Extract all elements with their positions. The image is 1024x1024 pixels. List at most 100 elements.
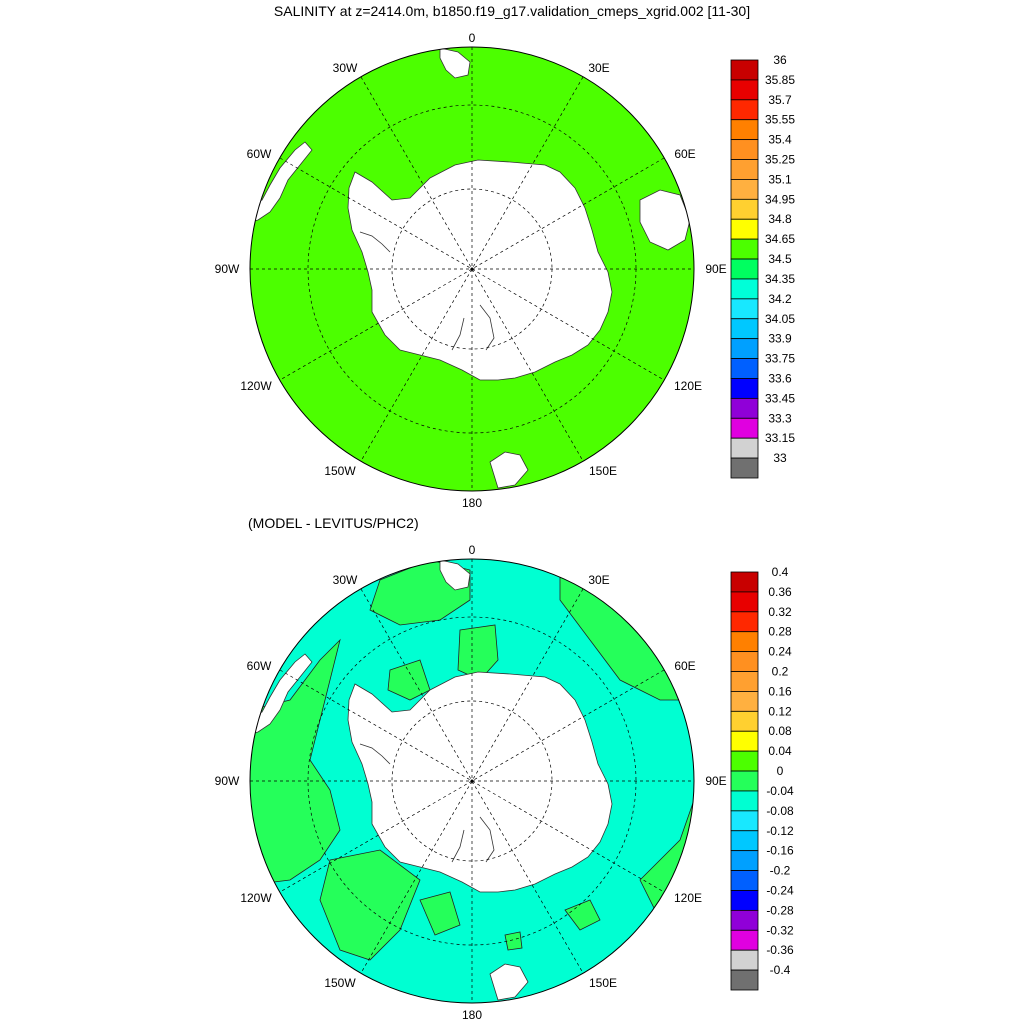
salinity-colorbar-label: 35.1: [768, 172, 792, 186]
difference-colorbar-label: -0.08: [766, 804, 794, 818]
difference-colorbar-box: [730, 671, 759, 692]
difference-colorbar-box: [730, 909, 759, 931]
salinity-colorbar-box: [730, 397, 759, 419]
salinity-colorbar-label: 33.9: [768, 332, 792, 346]
salinity-colorbar-label: 34.65: [765, 232, 795, 246]
difference-colorbar-box: [730, 870, 759, 891]
difference-colorbar-box: [730, 770, 759, 792]
salinity-colorbar-box: [730, 218, 759, 240]
salinity-colorbar-label: 35.4: [768, 133, 792, 147]
salinity-colorbar-label: 34.8: [768, 212, 792, 226]
lon-label-0-top: 0: [469, 31, 476, 45]
south-america-land: [250, 653, 313, 735]
salinity-colorbar-box: [730, 318, 759, 340]
salinity-colorbar-box: [730, 378, 759, 399]
salinity-colorbar-box: [730, 437, 759, 459]
difference-colorbar-box: [730, 850, 759, 871]
salinity-colorbar-label: 34.95: [765, 192, 795, 206]
salinity-colorbar-box: [730, 198, 759, 220]
salinity-colorbar-label: 33.3: [768, 411, 792, 425]
salinity-colorbar-label: 36: [773, 53, 787, 67]
salinity-colorbar-label: 33.15: [765, 431, 795, 445]
lon-label-150e-top: 150E: [589, 464, 617, 478]
lon-label-120e-top: 120E: [674, 379, 702, 393]
new-zealand-land: [489, 451, 529, 489]
salinity-colorbar-box: [730, 99, 759, 121]
difference-colorbar-label: -0.2: [770, 864, 791, 878]
difference-colorbar-box: [730, 710, 759, 732]
salinity-colorbar-box: [730, 139, 759, 160]
salinity-colorbar-box: [730, 358, 759, 379]
salinity-colorbar-label: 34.2: [768, 292, 792, 306]
difference-colorbar-label: -0.28: [766, 903, 794, 917]
lon-label-30e-bottom: 30E: [588, 573, 609, 587]
lon-label-90e-bottom: 90E: [705, 774, 726, 788]
lon-label-90w-bottom: 90W: [215, 774, 240, 788]
lon-label-60w-bottom: 60W: [247, 659, 272, 673]
difference-colorbar-box: [730, 969, 759, 991]
lon-label-30e-top: 30E: [588, 61, 609, 75]
lon-label-150w-bottom: 150W: [324, 976, 356, 990]
difference-colorbar-label: -0.12: [766, 824, 794, 838]
difference-colorbar-label: -0.32: [766, 923, 794, 937]
salinity-colorbar-box: [730, 258, 759, 280]
positive-anomaly-patches: [250, 559, 694, 961]
salinity-colorbar-label: 33: [773, 451, 787, 465]
salinity-colorbar-box: [730, 338, 759, 359]
difference-colorbar-box: [730, 571, 759, 593]
lon-label-150w-top: 150W: [324, 464, 356, 478]
longitude-labels: 0 30E 60E 90E 120E 150E 180 150W 120W 90…: [215, 31, 727, 1022]
difference-colorbar-box: [730, 790, 759, 812]
new-zealand-land: [489, 963, 529, 1001]
salinity-map: [249, 46, 695, 492]
salinity-colorbar-label: 35.25: [765, 153, 795, 167]
difference-colorbar-label: 0.32: [768, 605, 792, 619]
salinity-colorbar-label: 34.35: [765, 272, 795, 286]
salinity-colorbar-box: [730, 417, 759, 439]
salinity-colorbar-label: 33.6: [768, 371, 792, 385]
difference-colorbar-box: [730, 929, 759, 951]
antarctica-land: [347, 671, 613, 893]
difference-colorbar-label: -0.16: [766, 844, 794, 858]
salinity-colorbar-label: 33.75: [765, 352, 795, 366]
lon-label-90e-top: 90E: [705, 262, 726, 276]
salinity-colorbar-label: 35.7: [768, 93, 792, 107]
lon-label-0-bottom: 0: [469, 543, 476, 557]
lon-label-60e-bottom: 60E: [674, 659, 695, 673]
salinity-colorbar-box: [730, 119, 759, 141]
difference-colorbar-box: [730, 631, 759, 653]
difference-colorbar-label: 0.36: [768, 585, 792, 599]
lon-label-180-top: 180: [462, 496, 482, 510]
salinity-colorbar-box: [730, 238, 759, 260]
difference-colorbar-label: 0.16: [768, 684, 792, 698]
difference-colorbar-label: -0.04: [766, 784, 794, 798]
difference-colorbar-label: -0.4: [770, 963, 791, 977]
salinity-colorbar-box: [730, 179, 759, 200]
lon-label-90w-top: 90W: [215, 262, 240, 276]
salinity-colorbar-label: 35.55: [765, 113, 795, 127]
difference-colorbar: 0.4 0.36 0.32 0.28 0.24 0.2 0.16 0.12 0.08 0.04 0 -…: [730, 565, 794, 991]
salinity-colorbar-box: [730, 159, 759, 180]
difference-colorbar-box: [730, 730, 759, 752]
australia-land: [639, 189, 691, 251]
difference-colorbar-box: [730, 810, 759, 832]
lon-label-30w-top: 30W: [333, 61, 358, 75]
difference-colorbar-label: -0.24: [766, 883, 794, 897]
salinity-colorbar-label: 34.05: [765, 312, 795, 326]
south-america-land: [250, 141, 313, 223]
salinity-colorbar-label: 35.85: [765, 73, 795, 87]
salinity-colorbar-box: [730, 298, 759, 320]
lon-label-60w-top: 60W: [247, 147, 272, 161]
difference-colorbar-label: 0.4: [772, 565, 789, 579]
difference-colorbar-box: [730, 691, 759, 712]
salinity-colorbar-box: [730, 59, 759, 81]
difference-colorbar-box: [730, 651, 759, 672]
salinity-colorbar-box: [730, 79, 759, 101]
difference-colorbar-box: [730, 949, 759, 971]
difference-colorbar-box: [730, 830, 759, 852]
africa-land: [439, 47, 471, 79]
top-map-title: SALINITY at z=2414.0m, b1850.f19_g17.val…: [273, 3, 751, 19]
difference-colorbar-label: 0.24: [768, 645, 792, 659]
difference-colorbar-label: 0.12: [768, 704, 792, 718]
